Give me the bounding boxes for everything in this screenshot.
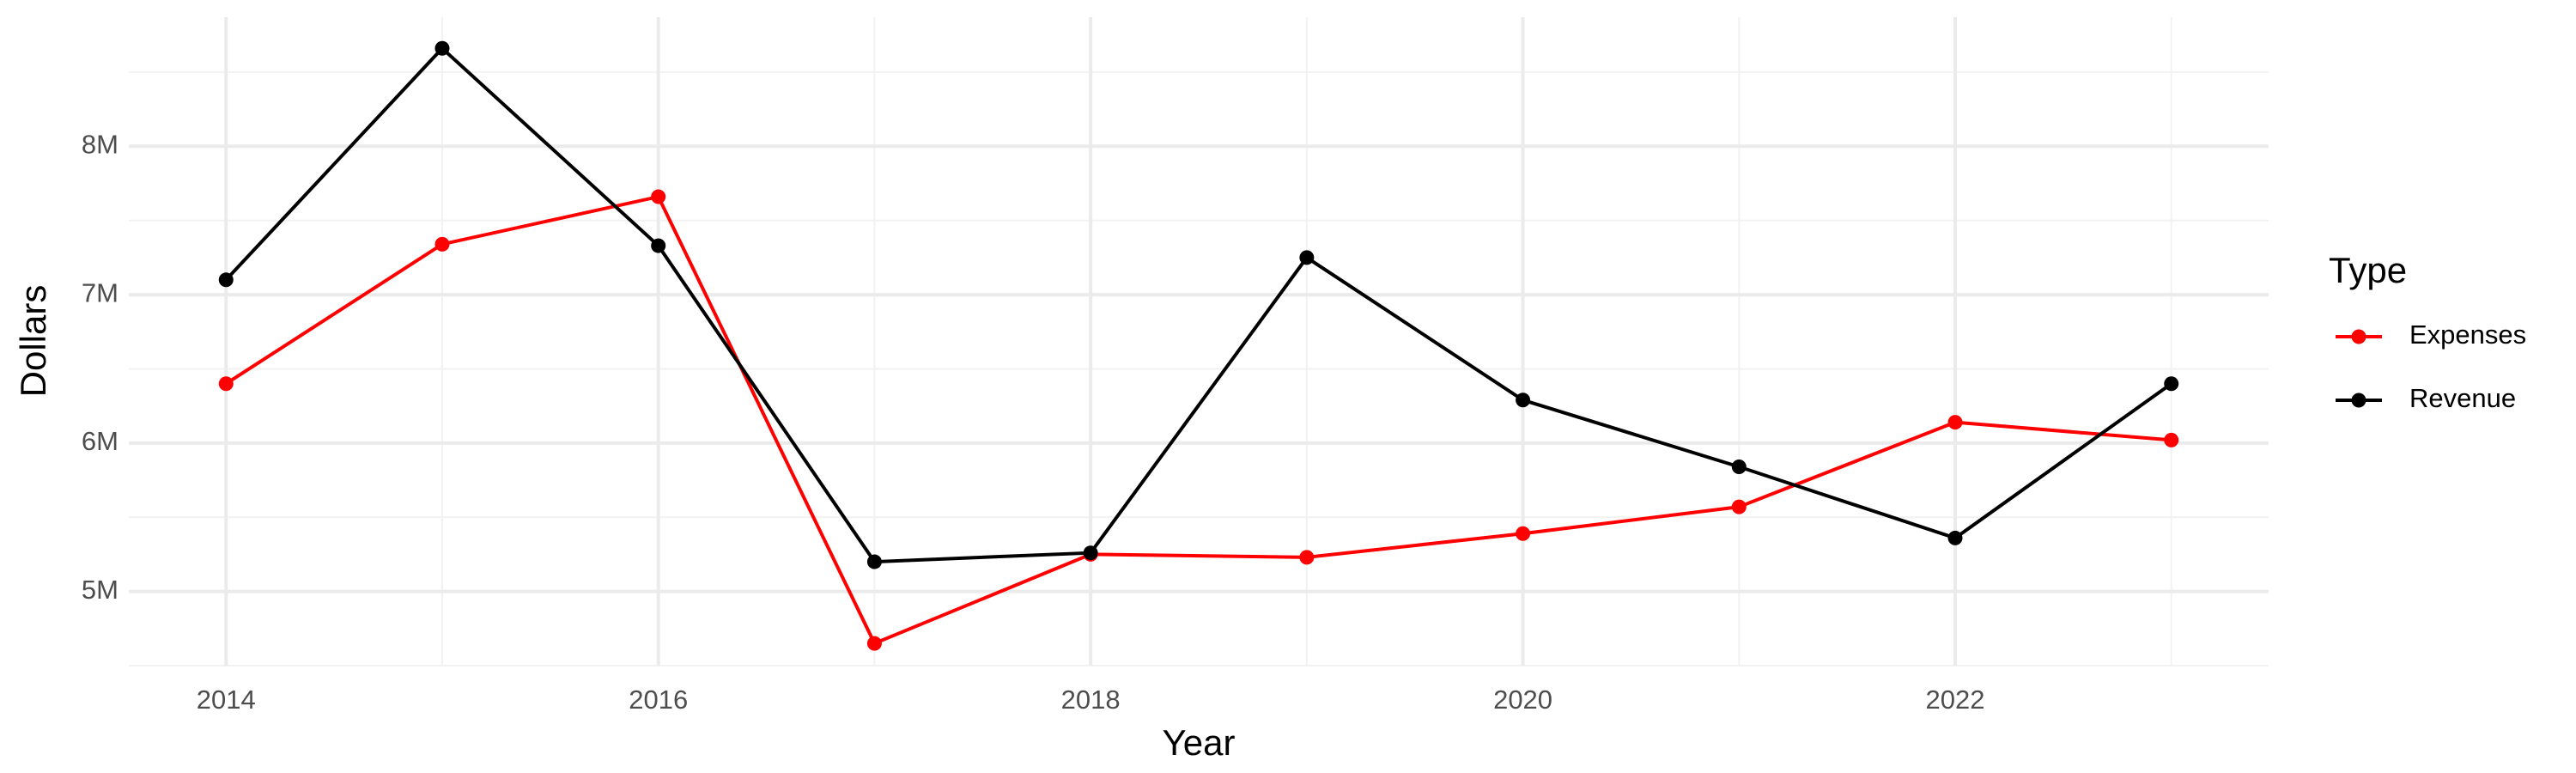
y-tick-label: 7M (82, 277, 118, 307)
data-point (1083, 545, 1098, 561)
x-tick-label: 2020 (1493, 685, 1552, 715)
data-point (866, 636, 882, 651)
data-point (1516, 526, 1531, 541)
data-point (1731, 459, 1747, 474)
x-tick-label: 2018 (1061, 685, 1121, 715)
data-point (866, 554, 882, 569)
data-point (2164, 376, 2179, 392)
data-point (1299, 250, 1315, 265)
data-point (1947, 530, 1963, 545)
data-point (651, 238, 666, 253)
legend-marker (2351, 393, 2366, 408)
data-point (434, 40, 450, 56)
x-tick-label: 2016 (629, 685, 688, 715)
data-point (218, 376, 234, 392)
data-point (434, 236, 450, 252)
data-point (651, 189, 666, 204)
y-tick-label: 8M (82, 129, 118, 159)
data-point (2164, 432, 2179, 447)
data-point (1299, 550, 1315, 565)
data-point (1947, 415, 1963, 430)
legend-title: Type (2329, 250, 2407, 290)
x-axis-title: Year (1163, 722, 1236, 763)
legend-label: Expenses (2409, 320, 2526, 350)
legend-label: Revenue (2409, 383, 2516, 413)
x-tick-label: 2014 (197, 685, 256, 715)
x-tick-label: 2022 (1926, 685, 1985, 715)
data-point (1731, 499, 1747, 514)
y-axis-title: Dollars (13, 285, 53, 398)
data-point (1516, 393, 1531, 408)
legend-marker (2351, 329, 2366, 344)
y-tick-label: 5M (82, 575, 118, 605)
series-line (225, 194, 2172, 646)
series-line (224, 46, 2172, 564)
data-point (218, 272, 234, 288)
y-tick-label: 6M (82, 426, 118, 456)
